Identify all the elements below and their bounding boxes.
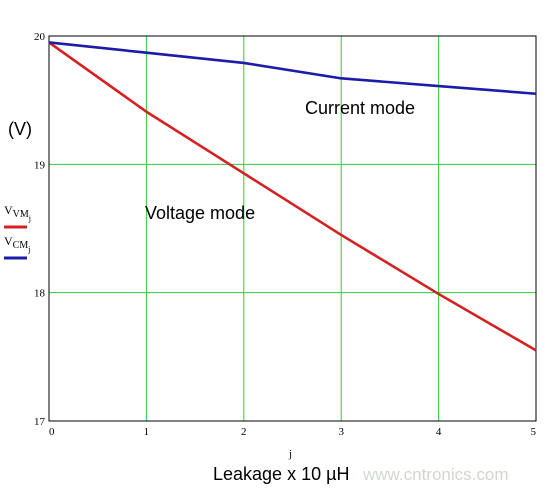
y-axis-label: (V) — [8, 119, 32, 139]
series-line-V_CM_j — [48, 41, 537, 96]
x-tick-label: 1 — [144, 426, 150, 438]
x-tick-label: 4 — [436, 426, 442, 438]
x-axis-label: j — [288, 448, 292, 460]
legend-item: VVMj — [4, 203, 31, 229]
legend-label: VCMj — [4, 234, 30, 254]
x-tick-label: 2 — [241, 426, 247, 438]
plot-frame — [48, 35, 537, 422]
series-label-current-mode: Current mode — [305, 98, 415, 118]
legend-label: VVMj — [4, 203, 31, 223]
y-tick-label: 17 — [34, 416, 46, 428]
legend: VVMj VCMj — [4, 203, 31, 260]
x-tick-label: 3 — [338, 426, 344, 438]
series-label-voltage-mode: Voltage mode — [145, 203, 255, 223]
series-line-V_VM_j — [48, 41, 537, 352]
y-tick-label: 18 — [34, 288, 46, 300]
x-axis-ticks: 0 1 2 3 4 5 — [49, 426, 537, 438]
legend-item: VCMj — [4, 234, 30, 260]
x-tick-label: 0 — [49, 426, 55, 438]
watermark: www.cntronics.com — [362, 465, 508, 484]
x-axis-title: Leakage x 10 µH — [213, 464, 349, 484]
x-tick-label: 5 — [531, 426, 537, 438]
series-lines — [48, 41, 537, 352]
y-tick-label: 19 — [34, 159, 46, 171]
y-tick-label: 20 — [34, 31, 46, 43]
grid-lines — [49, 36, 536, 421]
y-axis-ticks: 17 18 19 20 — [34, 31, 46, 428]
